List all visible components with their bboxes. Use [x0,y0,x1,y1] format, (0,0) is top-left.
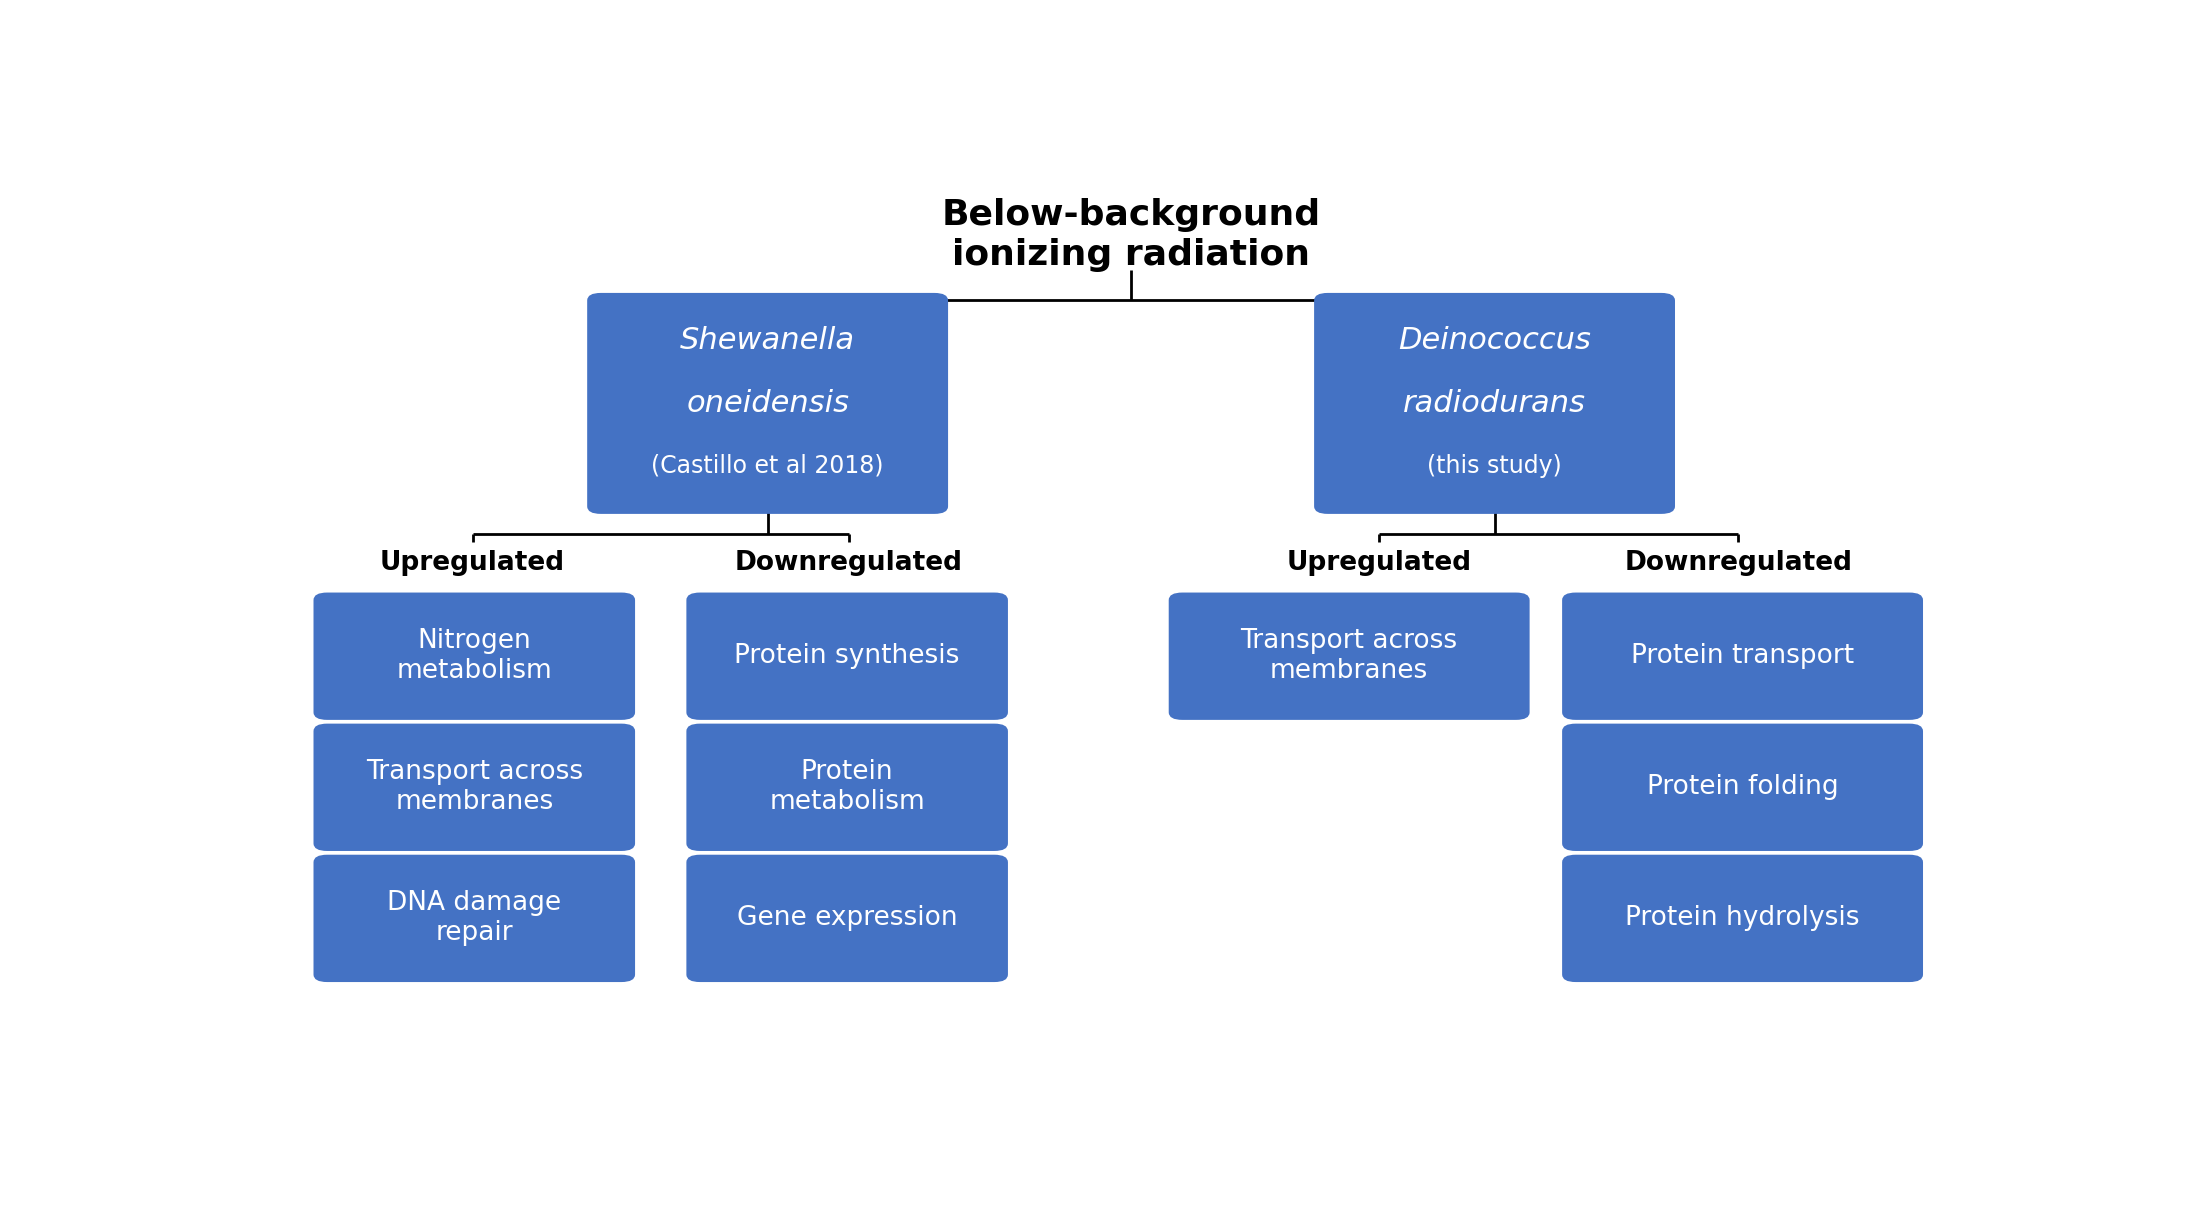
FancyBboxPatch shape [313,855,636,983]
Text: Protein transport: Protein transport [1631,643,1854,669]
Text: Gene expression: Gene expression [737,906,958,931]
Text: Protein synthesis: Protein synthesis [735,643,960,669]
FancyBboxPatch shape [686,592,1009,720]
FancyBboxPatch shape [1563,724,1922,851]
Text: Transport across
membranes: Transport across membranes [1240,629,1459,685]
Text: (Castillo et al 2018): (Castillo et al 2018) [651,454,883,478]
Text: Protein folding: Protein folding [1646,775,1838,800]
FancyBboxPatch shape [587,293,949,514]
FancyBboxPatch shape [1313,293,1675,514]
Text: radiodurans: radiodurans [1404,389,1587,418]
FancyBboxPatch shape [313,724,636,851]
FancyBboxPatch shape [313,592,636,720]
Text: Downregulated: Downregulated [1624,550,1852,575]
Text: Shewanella: Shewanella [680,326,854,355]
Text: Upregulated: Upregulated [1287,550,1472,575]
Text: Downregulated: Downregulated [735,550,962,575]
FancyBboxPatch shape [1563,855,1922,983]
FancyBboxPatch shape [686,855,1009,983]
Text: Protein
metabolism: Protein metabolism [770,759,925,815]
Text: Protein hydrolysis: Protein hydrolysis [1624,906,1861,931]
Text: Deinococcus: Deinococcus [1397,326,1591,355]
Text: Nitrogen
metabolism: Nitrogen metabolism [397,629,552,685]
FancyBboxPatch shape [1563,592,1922,720]
Text: (this study): (this study) [1428,454,1563,478]
Text: Below-background
ionizing radiation: Below-background ionizing radiation [942,198,1320,271]
FancyBboxPatch shape [1170,592,1529,720]
Text: Upregulated: Upregulated [380,550,565,575]
FancyBboxPatch shape [686,724,1009,851]
Text: DNA damage
repair: DNA damage repair [386,890,561,946]
Text: oneidensis: oneidensis [686,389,850,418]
Text: Transport across
membranes: Transport across membranes [366,759,583,815]
